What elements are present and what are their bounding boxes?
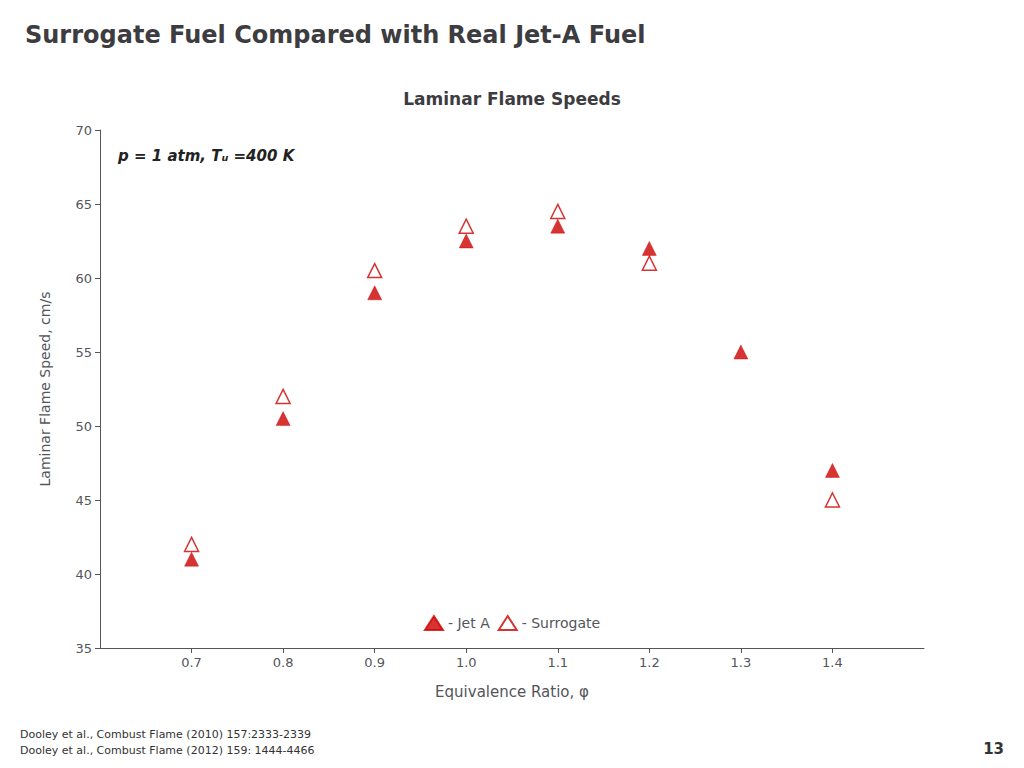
- svg-text:0.7: 0.7: [181, 655, 202, 670]
- svg-text:45: 45: [75, 493, 92, 508]
- svg-text:65: 65: [75, 197, 92, 212]
- svg-text:Laminar Flame Speed, cm/s: Laminar Flame Speed, cm/s: [37, 292, 53, 487]
- svg-text:35: 35: [75, 641, 92, 656]
- svg-text:1.4: 1.4: [822, 655, 843, 670]
- svg-text:Equivalence Ratio, φ: Equivalence Ratio, φ: [435, 683, 589, 701]
- svg-text:13: 13: [983, 740, 1004, 758]
- svg-text:50: 50: [75, 419, 92, 434]
- svg-text:1.3: 1.3: [731, 655, 752, 670]
- svg-text:p = 1 atm, Tᵤ =400 K: p = 1 atm, Tᵤ =400 K: [117, 147, 296, 165]
- svg-text:- Jet A: - Jet A: [448, 615, 490, 631]
- svg-text:1.1: 1.1: [547, 655, 568, 670]
- svg-text:Dooley et al., Combust Flame (: Dooley et al., Combust Flame (2010) 157:…: [20, 728, 311, 741]
- svg-text:55: 55: [75, 345, 92, 360]
- svg-text:1.2: 1.2: [639, 655, 660, 670]
- svg-text:40: 40: [75, 567, 92, 582]
- svg-text:Dooley et al., Combust Flame (: Dooley et al., Combust Flame (2012) 159:…: [20, 744, 315, 757]
- svg-text:0.8: 0.8: [273, 655, 294, 670]
- svg-text:1.0: 1.0: [456, 655, 477, 670]
- svg-text:Surrogate Fuel Compared with R: Surrogate Fuel Compared with Real Jet-A …: [25, 21, 646, 49]
- svg-text:60: 60: [75, 271, 92, 286]
- svg-text:Laminar Flame Speeds: Laminar Flame Speeds: [403, 89, 621, 109]
- svg-text:70: 70: [75, 123, 92, 138]
- svg-text:- Surrogate: - Surrogate: [522, 615, 600, 631]
- svg-text:0.9: 0.9: [364, 655, 385, 670]
